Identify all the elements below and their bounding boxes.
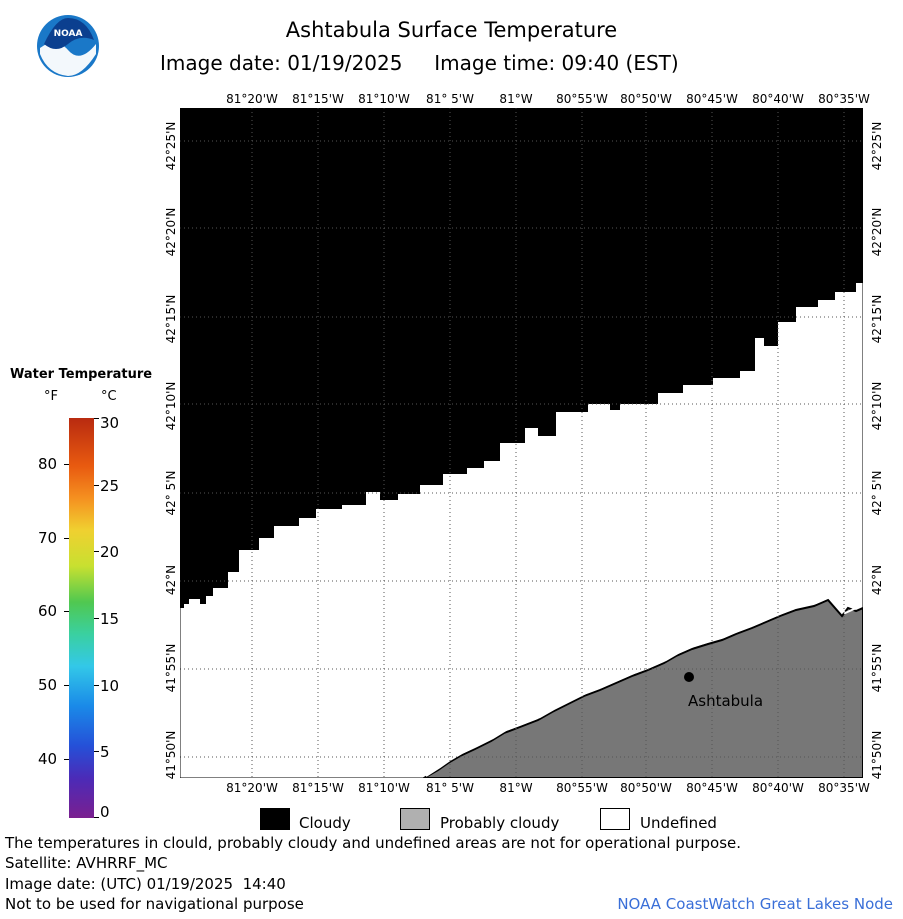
image-time: Image time: 09:40 (EST) [434,51,679,75]
tick-f-label: 80 [38,455,58,473]
tick-c-label: 15 [100,610,120,628]
lat-label-right: 41°55'N [870,643,884,693]
lon-label-bottom: 81° 5'W [426,781,474,795]
key-probably-cloudy-label: Probably cloudy [440,814,560,832]
lon-label-top: 80°50'W [620,92,672,106]
tick-c-label: 0 [100,803,110,821]
lon-label-top: 81°W [499,92,533,106]
lon-label-top: 80°55'W [556,92,608,106]
lat-label-left: 42°20'N [164,207,178,257]
tick-c-label: 30 [100,414,120,432]
lat-label-left: 41°50'N [164,730,178,780]
tick-c [94,751,99,752]
node-credit: NOAA CoastWatch Great Lakes Node [617,895,893,913]
image-date-time: Image date: 01/19/2025 Image time: 09:40… [160,51,679,75]
cloudy-area [180,108,863,608]
disclaimer-text: The temperatures in clould, probably clo… [5,834,742,852]
legend-title: Water Temperature [10,367,153,382]
lon-label-bottom: 81°20'W [226,781,278,795]
unit-fahrenheit: °F [44,389,58,404]
lat-label-left: 42°25'N [164,121,178,171]
tick-c [94,418,99,419]
lat-label-right: 42° 5'N [870,470,884,516]
lat-label-right: 42°N [870,564,884,596]
lon-label-top: 80°40'W [752,92,804,106]
lat-label-left: 42° 5'N [164,470,178,516]
lon-label-bottom: 80°55'W [556,781,608,795]
key-undefined-label: Undefined [640,814,717,832]
lat-label-right: 41°50'N [870,730,884,780]
logo-text: NOAA [54,29,83,39]
lat-label-right: 42°20'N [870,207,884,257]
lat-label-left: 42°15'N [164,294,178,344]
satellite-text: Satellite: AVHRRF_MC [5,854,168,872]
lon-label-top: 81° 5'W [426,92,474,106]
tick-c [94,485,99,486]
noaa-logo: NOAA [36,14,100,78]
tick-f [64,538,69,539]
shoreline [425,595,863,777]
tick-f [64,685,69,686]
lon-label-bottom: 81°15'W [292,781,344,795]
land-area [421,598,863,778]
tick-f [64,464,69,465]
lat-label-right: 42°10'N [870,381,884,431]
tick-c-label: 10 [100,677,120,695]
utc-date-text: Image date: (UTC) 01/19/2025 14:40 [5,875,286,893]
tick-c [94,685,99,686]
lon-label-top: 81°20'W [226,92,278,106]
temperature-colorbar [69,418,94,818]
lon-label-bottom: 80°50'W [620,781,672,795]
lon-label-bottom: 80°45'W [686,781,738,795]
tick-f [64,611,69,612]
key-cloudy-label: Cloudy [299,814,351,832]
ashtabula-marker [684,672,694,682]
image-date: Image date: 01/19/2025 [160,51,403,75]
tick-c-label: 5 [100,743,110,761]
unit-celsius: °C [101,389,117,404]
key-probably-cloudy-swatch [400,808,430,830]
tick-c [94,817,99,818]
lon-label-top: 80°35'W [818,92,870,106]
lon-label-bottom: 80°40'W [752,781,804,795]
lon-label-top: 81°10'W [358,92,410,106]
tick-c [94,551,99,552]
lat-label-left: 42°10'N [164,381,178,431]
lat-label-left: 41°55'N [164,643,178,693]
lat-label-right: 42°15'N [870,294,884,344]
tick-f-label: 50 [38,676,58,694]
key-cloudy-swatch [260,808,290,830]
nav-warning-text: Not to be used for navigational purpose [5,895,304,913]
tick-c [94,618,99,619]
page-title: Ashtabula Surface Temperature [285,18,618,42]
temperature-map[interactable]: Ashtabula [180,108,863,778]
tick-f-label: 60 [38,602,58,620]
lon-label-bottom: 81°W [499,781,533,795]
ashtabula-label: Ashtabula [688,692,763,710]
lon-label-bottom: 81°10'W [358,781,410,795]
tick-f-label: 40 [38,750,58,768]
tick-c-label: 20 [100,543,120,561]
lat-label-right: 42°25'N [870,121,884,171]
lon-label-top: 81°15'W [292,92,344,106]
lon-label-bottom: 80°35'W [818,781,870,795]
tick-f [64,759,69,760]
lon-label-top: 80°45'W [686,92,738,106]
lat-label-left: 42°N [164,564,178,596]
tick-c-label: 25 [100,477,120,495]
tick-f-label: 70 [38,529,58,547]
key-undefined-swatch [600,808,630,830]
